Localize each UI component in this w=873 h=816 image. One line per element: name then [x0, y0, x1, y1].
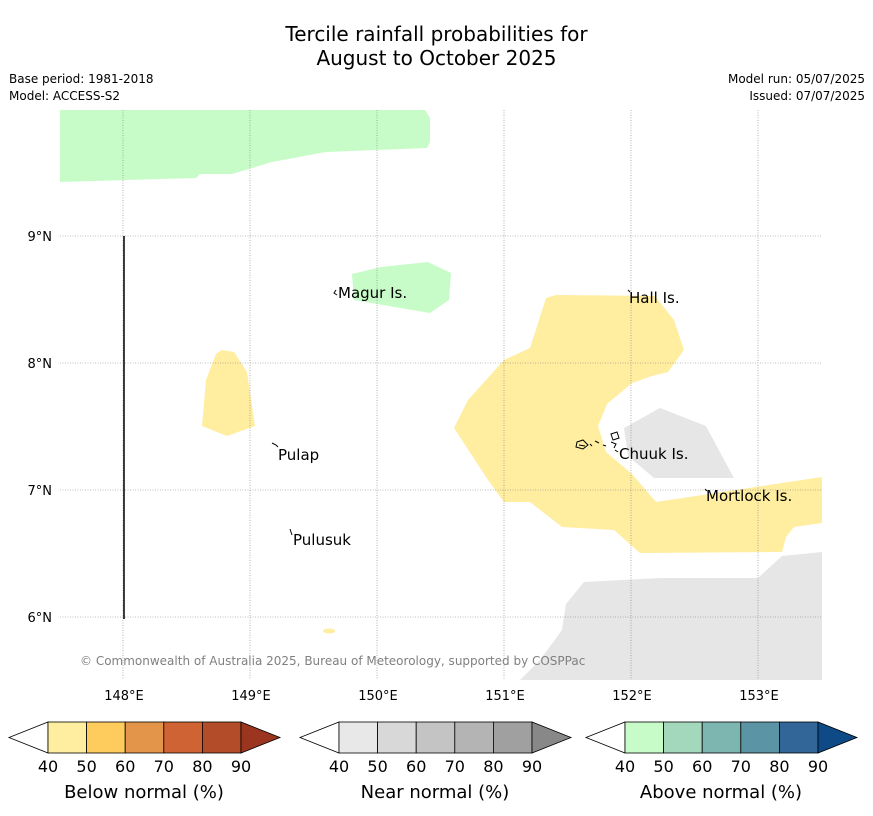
colorbar-above-normal [584, 721, 859, 754]
base-period: Base period: 1981-2018 [9, 72, 154, 86]
latitude-labels: 9°N 8°N 7°N 6°N [28, 230, 53, 626]
model-name: Model: ACCESS-S2 [9, 89, 121, 103]
gridlines [60, 110, 822, 680]
longitude-labels: 148°E 149°E 150°E 151°E 152°E 153°E [104, 689, 779, 704]
near-tick-70: 70 [445, 757, 465, 776]
lon-label-150e: 150°E [358, 689, 398, 704]
colorbar-near-swatch-3 [415, 721, 456, 754]
colorbar-near-swatch-5 [492, 721, 533, 754]
caption-above-normal: Above normal (%) [640, 782, 802, 803]
colorbar-above-swatch-2 [663, 721, 703, 754]
lat-label-7n: 7°N [28, 484, 53, 499]
below-normal-region-west [202, 350, 255, 436]
below-tick-40: 40 [38, 757, 58, 776]
lat-label-8n: 8°N [28, 357, 53, 372]
above-normal-region-north [60, 110, 430, 182]
lon-label-153e: 153°E [739, 689, 779, 704]
near-normal-region-east [624, 408, 734, 478]
colorbar-above-swatch-1 [624, 721, 664, 754]
near-tick-90: 90 [522, 757, 542, 776]
colorbar-near-normal [298, 721, 573, 754]
colorbar-ticks: 40 50 60 70 80 90 40 50 60 70 80 90 40 5… [38, 757, 828, 776]
above-tick-80: 80 [769, 757, 789, 776]
caption-near-normal: Near normal (%) [361, 782, 510, 803]
model-run: Model run: 05/07/2025 [727, 72, 865, 86]
colorbar-near-swatch-2 [377, 721, 417, 754]
island-label-mortlock: Mortlock Is. [706, 487, 792, 505]
island-outlines [271, 289, 708, 536]
lat-label-9n: 9°N [28, 230, 53, 245]
below-normal-region-main [454, 295, 822, 553]
island-label-magur: Magur Is. [338, 284, 407, 302]
colorbar-near-min-arrow [298, 721, 340, 754]
colorbar-below-swatch-5 [201, 721, 242, 754]
colorbar-below-swatch-4 [163, 721, 203, 754]
lat-label-6n: 6°N [28, 611, 53, 626]
below-tick-60: 60 [115, 757, 135, 776]
below-tick-50: 50 [76, 757, 96, 776]
island-label-pulusuk: Pulusuk [293, 531, 351, 549]
colorbar-captions: Below normal (%) Near normal (%) Above n… [64, 782, 802, 803]
below-normal-region-tiny [323, 628, 335, 634]
title-line-2: August to October 2025 [316, 46, 557, 70]
colorbar-above-swatch-3 [701, 721, 742, 754]
island-labels: Magur Is. Hall Is. Pulap Chuuk Is. Mortl… [278, 284, 792, 549]
colorbar-near-max-arrow [531, 721, 573, 754]
lon-label-149e: 149°E [231, 689, 271, 704]
colorbar-below-swatch-2 [86, 721, 126, 754]
near-tick-80: 80 [483, 757, 503, 776]
near-normal-region-south [520, 552, 822, 680]
colorbar-below-max-arrow [240, 721, 282, 754]
probability-regions [60, 110, 822, 680]
copyright-notice: © Commonwealth of Australia 2025, Bureau… [80, 654, 585, 668]
colorbar-above-swatch-5 [779, 721, 819, 754]
above-tick-60: 60 [692, 757, 712, 776]
title-line-1: Tercile rainfall probabilities for [285, 22, 588, 46]
colorbar-below-min-arrow [7, 721, 49, 754]
colorbar-near-swatch-4 [454, 721, 494, 754]
caption-below-normal: Below normal (%) [64, 782, 224, 803]
near-tick-50: 50 [367, 757, 387, 776]
colorbar-above-max-arrow [817, 721, 859, 754]
colorbar-near-swatch-1 [338, 721, 378, 754]
near-tick-40: 40 [329, 757, 349, 776]
meta-right: Model run: 05/07/2025 Issued: 07/07/2025 [728, 71, 865, 105]
lon-label-148e: 148°E [104, 689, 144, 704]
below-tick-90: 90 [231, 757, 251, 776]
above-tick-40: 40 [615, 757, 635, 776]
map-title: Tercile rainfall probabilities for Augus… [0, 22, 873, 70]
above-tick-50: 50 [653, 757, 673, 776]
colorbar-above-swatch-4 [740, 721, 780, 754]
colorbar-above-min-arrow [584, 721, 626, 754]
lon-label-151e: 151°E [485, 689, 525, 704]
lon-label-152e: 152°E [612, 689, 652, 704]
issued-date: Issued: 07/07/2025 [749, 89, 865, 103]
island-label-hall: Hall Is. [629, 289, 680, 307]
island-label-chuuk: Chuuk Is. [619, 445, 688, 463]
meta-left: Base period: 1981-2018 Model: ACCESS-S2 [9, 71, 154, 105]
colorbar-below-swatch-3 [124, 721, 165, 754]
colorbar-below-normal [7, 721, 282, 754]
above-tick-90: 90 [808, 757, 828, 776]
below-tick-70: 70 [154, 757, 174, 776]
near-tick-60: 60 [406, 757, 426, 776]
island-label-pulap: Pulap [278, 446, 319, 464]
colorbar-below-swatch-1 [47, 721, 87, 754]
below-tick-80: 80 [192, 757, 212, 776]
above-tick-70: 70 [731, 757, 751, 776]
